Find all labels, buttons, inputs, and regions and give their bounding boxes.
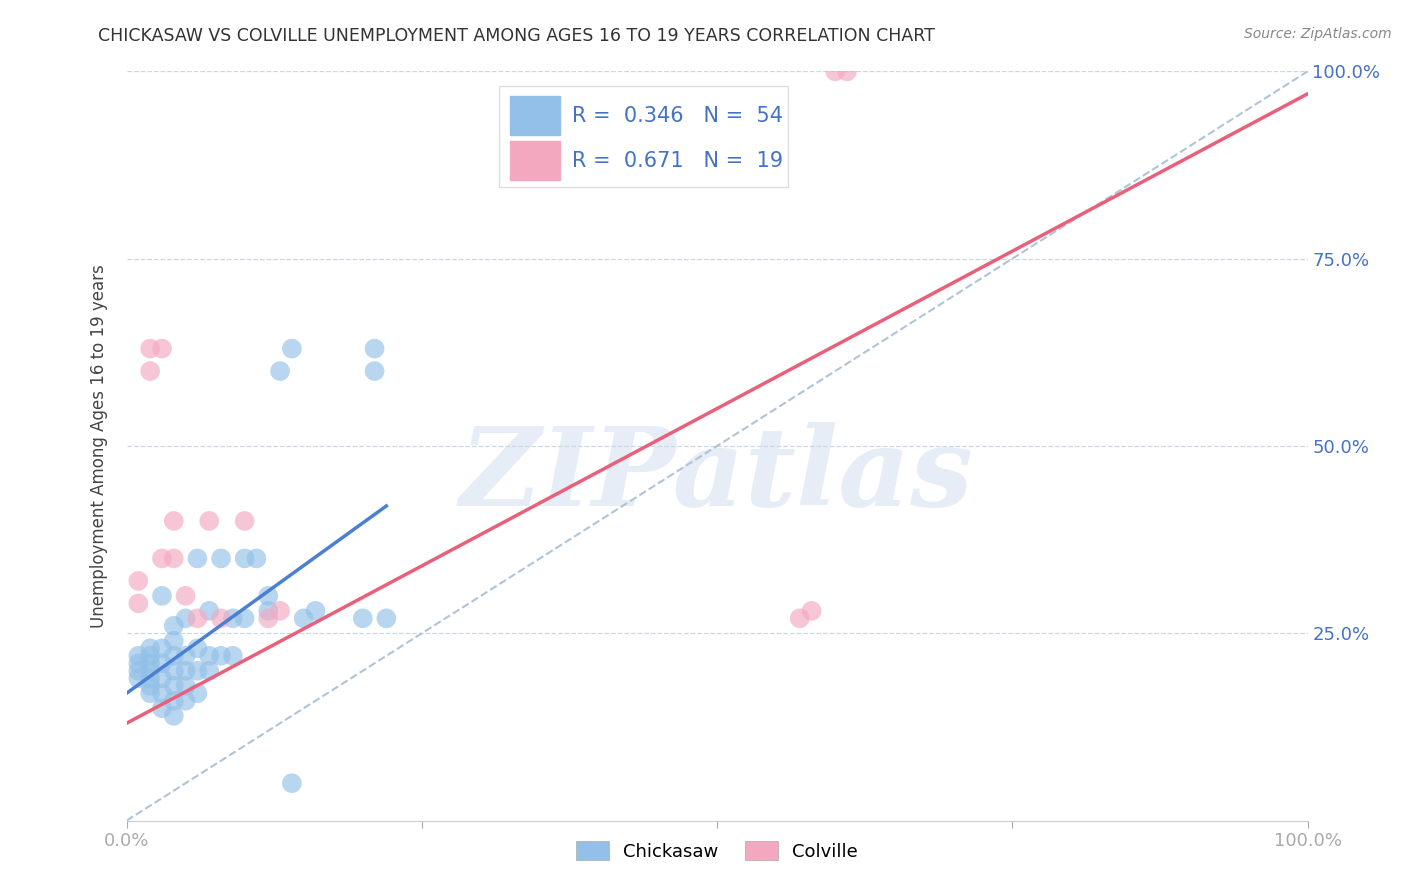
Point <box>257 589 280 603</box>
Point <box>824 64 846 78</box>
Point <box>150 641 173 656</box>
Point <box>150 342 173 356</box>
Legend: Chickasaw, Colville: Chickasaw, Colville <box>569 834 865 868</box>
Point <box>139 364 162 378</box>
Point <box>150 551 173 566</box>
Y-axis label: Unemployment Among Ages 16 to 19 years: Unemployment Among Ages 16 to 19 years <box>90 264 108 628</box>
Point <box>198 604 221 618</box>
Point <box>127 574 149 588</box>
Point <box>363 342 385 356</box>
Text: R =  0.346   N =  54: R = 0.346 N = 54 <box>572 105 783 126</box>
Point <box>292 611 315 625</box>
Point <box>198 514 221 528</box>
Point <box>150 701 173 715</box>
Point <box>233 551 256 566</box>
Point <box>163 708 186 723</box>
Point <box>222 648 245 663</box>
Point <box>139 648 162 663</box>
Point <box>150 686 173 700</box>
Text: R =  0.671   N =  19: R = 0.671 N = 19 <box>572 151 783 170</box>
Point <box>375 611 398 625</box>
Point <box>139 641 162 656</box>
Point <box>209 551 232 566</box>
Point <box>163 694 186 708</box>
Point <box>186 551 208 566</box>
Point <box>209 648 232 663</box>
Point <box>150 657 173 671</box>
Point <box>139 679 162 693</box>
FancyBboxPatch shape <box>510 96 560 135</box>
Point <box>269 364 291 378</box>
Point <box>198 648 221 663</box>
Point <box>163 514 186 528</box>
Point <box>127 671 149 685</box>
Point <box>800 604 823 618</box>
Point <box>127 657 149 671</box>
Point <box>186 641 208 656</box>
Point <box>245 551 267 566</box>
Point <box>209 611 232 625</box>
Point <box>139 342 162 356</box>
Point <box>352 611 374 625</box>
Point <box>163 679 186 693</box>
Point <box>363 364 385 378</box>
Point <box>304 604 326 618</box>
Point <box>174 589 197 603</box>
Point <box>281 342 304 356</box>
Point <box>163 664 186 678</box>
Point <box>150 671 173 685</box>
Point <box>222 611 245 625</box>
Point <box>174 664 197 678</box>
Point <box>139 664 162 678</box>
Point <box>127 664 149 678</box>
Text: ZIPatlas: ZIPatlas <box>460 422 974 530</box>
Point <box>789 611 811 625</box>
FancyBboxPatch shape <box>499 87 787 187</box>
Point <box>233 611 256 625</box>
Point <box>127 596 149 610</box>
Point <box>257 611 280 625</box>
Point <box>163 633 186 648</box>
Point <box>233 514 256 528</box>
Point <box>163 648 186 663</box>
Point <box>163 619 186 633</box>
Point <box>186 664 208 678</box>
FancyBboxPatch shape <box>510 141 560 180</box>
Point <box>281 776 304 790</box>
Point <box>174 679 197 693</box>
Point <box>186 611 208 625</box>
Point <box>127 648 149 663</box>
Point <box>174 611 197 625</box>
Point <box>198 664 221 678</box>
Point <box>835 64 858 78</box>
Point <box>186 686 208 700</box>
Point <box>163 551 186 566</box>
Point <box>139 671 162 685</box>
Text: CHICKASAW VS COLVILLE UNEMPLOYMENT AMONG AGES 16 TO 19 YEARS CORRELATION CHART: CHICKASAW VS COLVILLE UNEMPLOYMENT AMONG… <box>98 27 935 45</box>
Point <box>257 604 280 618</box>
Point <box>139 657 162 671</box>
Point <box>269 604 291 618</box>
Point <box>174 648 197 663</box>
Point <box>174 694 197 708</box>
Point <box>139 686 162 700</box>
Point <box>150 589 173 603</box>
Text: Source: ZipAtlas.com: Source: ZipAtlas.com <box>1244 27 1392 41</box>
